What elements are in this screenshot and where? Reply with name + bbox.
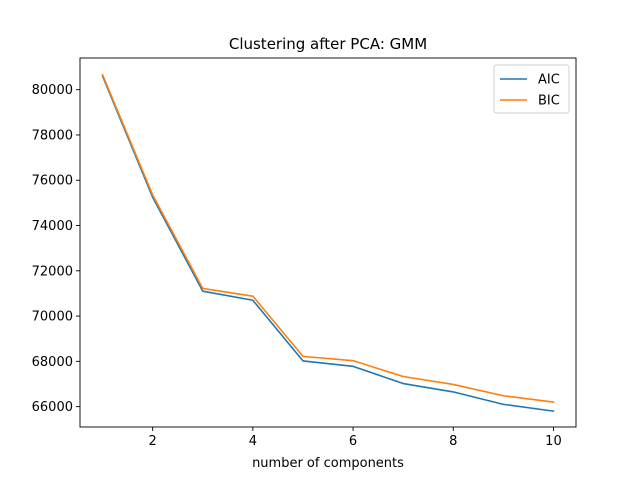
series-line-aic — [101, 75, 555, 413]
y-tick-label: 76000 — [32, 174, 73, 189]
y-tick-label: 70000 — [32, 310, 73, 325]
chart-title: Clustering after PCA: GMM — [229, 35, 427, 53]
legend-label-bic: BIC — [538, 94, 560, 109]
legend-box — [493, 64, 570, 114]
x-tick-label: 10 — [545, 434, 562, 449]
series-line-bic — [101, 73, 555, 403]
y-tick-label: 68000 — [32, 355, 73, 370]
axes-frame — [79, 57, 577, 428]
x-tick-label: 4 — [249, 434, 257, 449]
legend-label-aic: AIC — [538, 73, 560, 88]
y-tick-label: 80000 — [32, 83, 73, 98]
y-tick-label: 72000 — [32, 264, 73, 279]
y-tick-label: 78000 — [32, 128, 73, 143]
x-tick-label: 8 — [449, 434, 457, 449]
x-tick-label: 2 — [149, 434, 157, 449]
y-tick-label: 74000 — [32, 219, 73, 234]
x-tick-label: 6 — [349, 434, 357, 449]
x-axis-label: number of components — [252, 456, 404, 471]
plot-area: 2 4 6 8 10 66000 68000 70000 72000 74000 76000 7800… — [32, 57, 577, 449]
y-tick-label: 66000 — [32, 400, 73, 415]
